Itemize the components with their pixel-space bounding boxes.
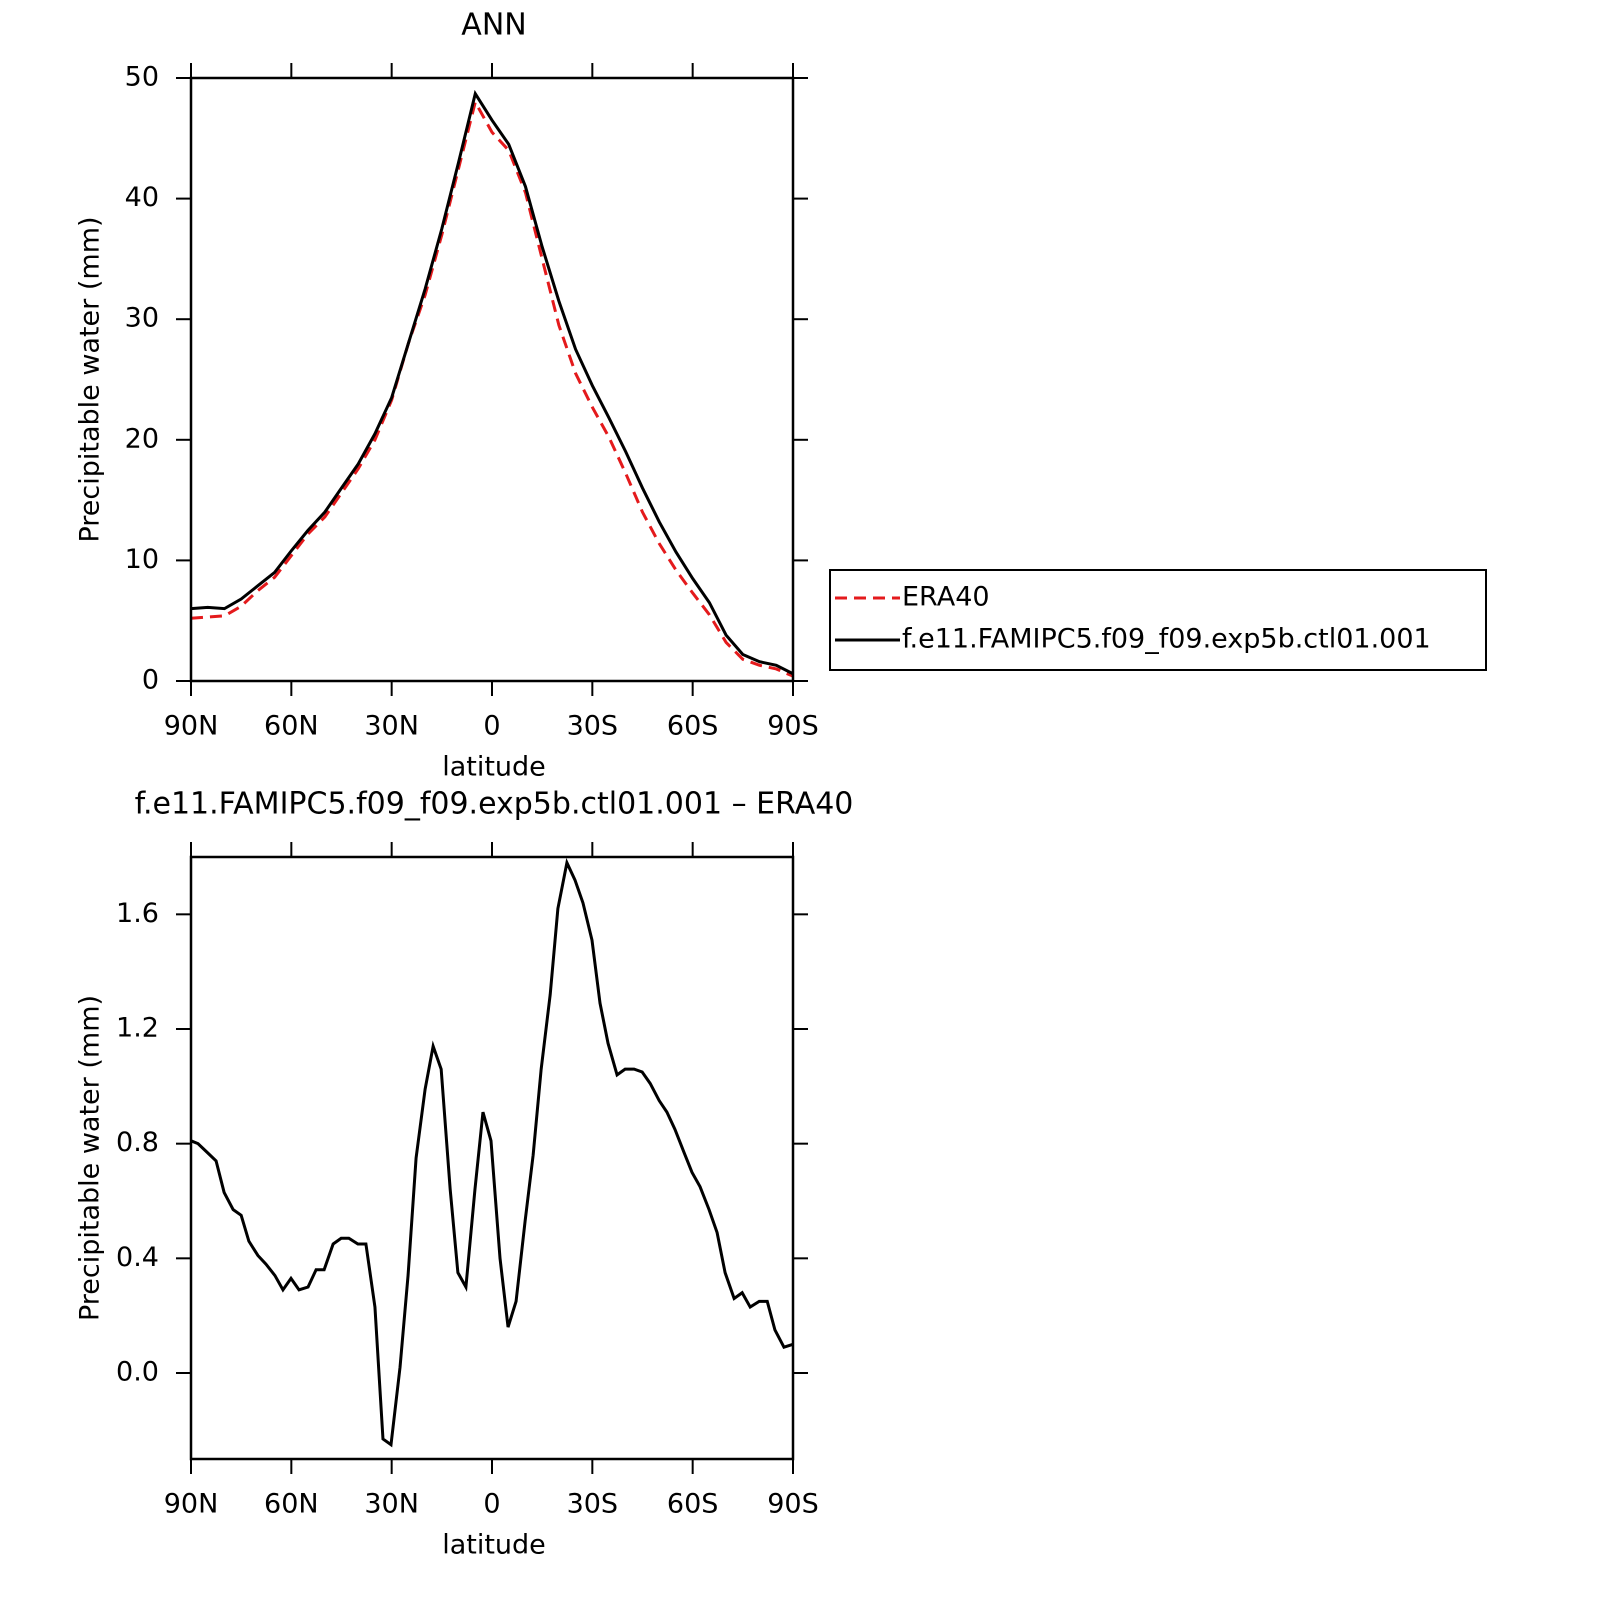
x-tick-label: 90N	[164, 711, 219, 742]
x-tick-label: 30S	[567, 711, 619, 742]
legend-label: f.e11.FAMIPC5.f09_f09.exp5b.ctl01.001	[902, 624, 1431, 655]
data-line	[190, 89, 794, 676]
data-line	[190, 98, 794, 678]
x-tick-label: 30S	[567, 1489, 619, 1520]
x-tick-label: 30N	[364, 711, 419, 742]
x-tick-label: 60N	[264, 711, 319, 742]
y-tick-label: 0.0	[116, 1357, 159, 1388]
y-tick-label: 50	[125, 62, 159, 93]
legend-label: ERA40	[902, 582, 990, 613]
chart-title: ANN	[461, 8, 526, 43]
plot-frame	[189, 76, 795, 683]
y-axis-label: Precipitable water (mm)	[75, 995, 106, 1321]
y-tick-label: 40	[125, 182, 159, 213]
x-tick-label: 90S	[767, 1489, 819, 1520]
y-tick-label: 0	[142, 665, 159, 696]
y-tick-label: 0.8	[116, 1127, 159, 1158]
x-tick-label: 90N	[164, 1489, 219, 1520]
legend-box	[829, 569, 1487, 671]
data-line	[190, 857, 794, 1448]
plot-frame	[189, 855, 795, 1461]
x-tick-label: 0	[483, 1489, 500, 1520]
x-tick-label: 60S	[667, 1489, 719, 1520]
chart-title: f.e11.FAMIPC5.f09_f09.exp5b.ctl01.001 – …	[135, 787, 854, 822]
y-tick-label: 20	[125, 423, 159, 454]
y-tick-label: 30	[125, 303, 159, 334]
x-tick-label: 90S	[767, 711, 819, 742]
x-tick-label: 60S	[667, 711, 719, 742]
x-axis-label: latitude	[442, 1530, 546, 1561]
x-tick-label: 60N	[264, 1489, 319, 1520]
y-tick-label: 1.2	[116, 1013, 159, 1044]
x-tick-label: 0	[483, 711, 500, 742]
y-tick-label: 1.6	[116, 898, 159, 929]
y-tick-label: 10	[125, 544, 159, 575]
x-axis-label: latitude	[442, 752, 546, 783]
x-tick-label: 30N	[364, 1489, 419, 1520]
y-axis-label: Precipitable water (mm)	[75, 216, 106, 542]
y-tick-label: 0.4	[116, 1242, 159, 1273]
